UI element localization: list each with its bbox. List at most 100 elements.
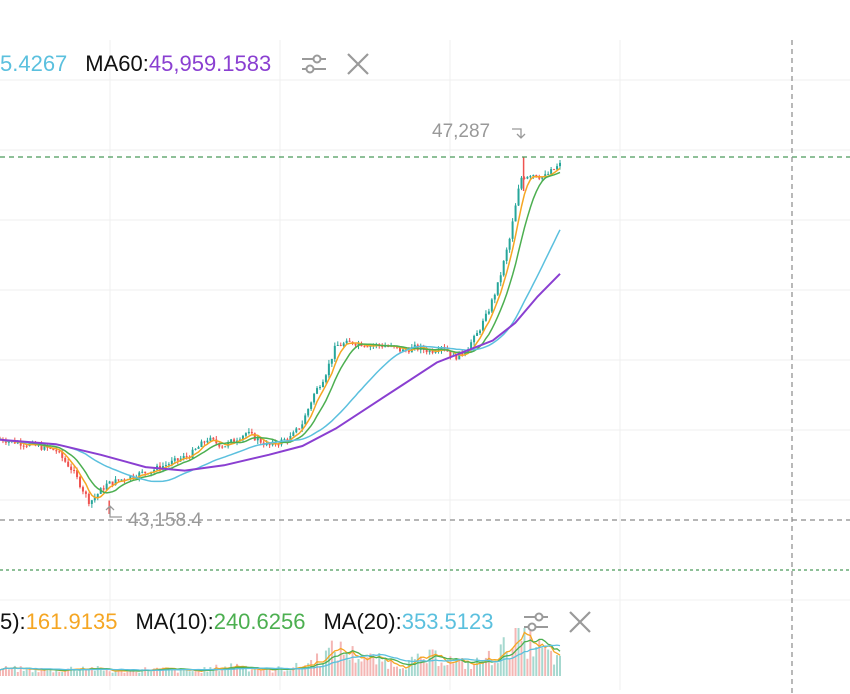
candle-body [114,479,117,486]
volume-bar [250,669,253,676]
candle-body [277,444,280,446]
candle-body [289,435,292,441]
volume-bar [55,669,58,676]
volume-bar [147,670,150,676]
volume-bar [259,670,262,676]
volume-bar [253,668,256,676]
candle-body [120,479,123,481]
volume-bar [547,649,550,676]
candle-body [363,346,366,348]
low-arrow-icon [105,505,122,518]
volume-bar [476,657,479,676]
volume-bar [25,667,28,676]
volume-bar [244,665,247,676]
volume-bar [10,667,13,676]
volume-bar [138,672,141,676]
volume-bar [61,672,64,676]
candle-body [493,294,496,300]
candle-body [487,311,490,314]
volume-bar [28,668,31,676]
volume-bar [150,671,153,676]
volume-bar [416,653,419,676]
candle-body [354,343,357,346]
volume-bar [49,668,52,676]
volume-bar [0,669,1,676]
close-icon[interactable] [563,607,597,637]
candle-body [253,433,256,441]
volume-bar [241,667,244,676]
volume-bar [67,668,70,676]
volume-bar [348,659,351,676]
volume-bar [304,665,307,676]
volume-bar [52,672,55,676]
candle-body [292,432,295,436]
candle-body [476,333,479,336]
candle-body [230,439,233,443]
volume-bar [34,667,37,676]
volume-bar [464,668,467,676]
candle-body [170,460,173,465]
candle-body [481,320,484,331]
volume-bar [280,668,283,676]
candle-body [55,450,58,452]
candle-body [259,438,262,443]
volume-bar [31,672,34,676]
volume-bar [550,650,553,676]
candle-body [339,344,342,346]
volume-bar [96,666,99,676]
candle-body [321,381,324,388]
candle-body [407,350,410,353]
candle-body [342,343,345,346]
close-icon[interactable] [341,49,375,79]
volume-bar [227,668,230,676]
volume-bar [339,641,342,676]
candle-body [283,439,286,441]
volume-bar [307,663,310,676]
volume-bar [46,668,49,676]
volume-bar [123,672,126,676]
volume-bar [473,663,476,676]
volume-bar [218,671,221,676]
candle-body [490,299,493,312]
candle-body [517,188,520,206]
volume-bar [434,650,437,676]
candle-body [425,350,428,353]
volume-bar [449,656,452,676]
volume-bar [64,669,67,676]
sliders-icon[interactable] [519,607,553,637]
volume-bar [381,661,384,676]
candle-body [310,402,313,409]
volume-bar [484,657,487,676]
volume-bar [455,658,458,676]
volume-bar [286,670,289,676]
volume-bar [43,670,46,676]
volume-bar [446,664,449,676]
candle-body [319,387,321,389]
high-price-label: 47,287 [432,121,490,142]
volume-bar [274,668,277,676]
sliders-icon[interactable] [297,49,331,79]
volume-bar [114,670,117,676]
candle-body [327,363,330,376]
volume-bar [399,668,401,676]
candle-body [25,445,28,447]
volume-bar [176,672,179,676]
candle-body [529,176,532,178]
candle-body [496,282,499,295]
candle-body [191,449,194,458]
volume-bar [141,669,144,676]
volume-bar [443,665,446,676]
volume-bar [22,670,25,676]
volume-bar [479,663,481,676]
candle-body [200,441,203,447]
volume-bar [437,666,440,676]
volume-bar [224,666,227,676]
volume-bar [170,668,173,676]
volume-bar [265,667,268,676]
volume-bar [19,666,22,676]
volume-bar [295,662,298,676]
candle-body [182,456,185,459]
volume-bar [511,648,514,676]
candle-body [76,470,79,478]
